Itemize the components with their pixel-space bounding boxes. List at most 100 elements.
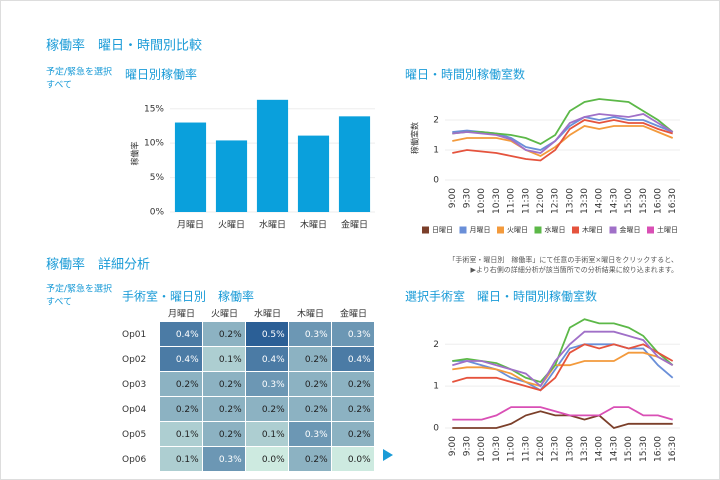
filter-value[interactable]: すべて [46,80,72,91]
x-tick-label: 12:00 [536,188,546,214]
heat-cell[interactable] [246,447,288,471]
heat-cell[interactable] [246,347,288,371]
heat-cell[interactable] [160,397,202,421]
x-tick-label: 15:30 [639,436,649,462]
heat-cell[interactable] [246,397,288,421]
cell-label: 0.2% [348,430,371,440]
heat-cell[interactable] [332,422,374,446]
heat-cell[interactable] [160,372,202,396]
cell-label: 0.2% [305,355,328,365]
x-tick-label: 10:00 [477,188,487,214]
x-tick-label: 12:30 [551,436,561,462]
x-tick-label: 14:30 [609,188,619,214]
cell-label: 0.2% [176,405,199,415]
line [452,343,674,392]
heat-cell[interactable] [246,372,288,396]
x-tick-label: 16:00 [653,436,663,462]
heat-cell[interactable] [289,447,331,471]
line [452,98,674,146]
heat-cell[interactable] [246,422,288,446]
row-label: Op06 [122,455,147,465]
column-header: 火曜日 [211,309,238,320]
filter-label: 予定/緊急を選択 [46,283,112,295]
x-tick-label: 11:00 [507,436,517,462]
filter-value[interactable]: すべて [46,297,72,308]
cell-label: 0.0% [262,455,285,465]
section-title: 稼働率 詳細分析 [46,257,150,273]
line [452,410,673,429]
x-tick-label: 15:30 [639,188,649,214]
cell-label: 0.1% [219,355,242,365]
cell-label: 0.2% [305,455,328,465]
heat-cell[interactable] [289,347,331,371]
row-label: Op05 [122,430,146,440]
line [452,330,674,388]
cell-label: 0.2% [305,405,328,415]
legend-label: 木曜日 [582,225,603,234]
x-tick-label: 11:30 [521,436,531,462]
row-label: Op01 [122,330,146,340]
cell-label: 0.3% [305,330,328,340]
x-tick-label: 16:00 [653,188,663,214]
y-axis-label: 稼働率 [130,142,140,166]
cell-label: 0.3% [262,380,285,390]
heat-cell[interactable] [203,322,245,346]
heat-cell[interactable] [160,347,202,371]
bar [256,99,289,212]
x-tick-label: 15:00 [624,188,634,214]
chart-title: 曜日・時間別稼働室数 [405,67,525,82]
column-header: 水曜日 [254,308,281,320]
cell-label: 0.2% [262,405,285,415]
heat-cell[interactable] [246,322,288,346]
x-tick-label: 9:30 [463,436,473,456]
heat-cell[interactable] [160,422,202,446]
x-tick-label: 金曜日 [341,219,368,231]
heat-cell[interactable] [289,322,331,346]
heat-cell[interactable] [160,322,202,346]
heat-cell[interactable] [203,422,245,446]
heat-cell[interactable] [332,347,374,371]
column-header: 金曜日 [340,308,367,320]
x-tick-label: 火曜日 [218,220,245,231]
x-tick-label: 11:00 [507,188,517,214]
heat-cell[interactable] [332,447,374,471]
cell-label: 0.5% [262,330,285,340]
heat-cell[interactable] [289,372,331,396]
bar [215,140,248,212]
line [452,343,674,392]
note: ▶より右側の詳細分析が該当箇所での分析結果に絞り込まれます。 [470,265,678,274]
heat-cell[interactable] [332,397,374,421]
heat-cell[interactable] [203,447,245,471]
cell-label: 0.2% [219,430,242,440]
heat-cell[interactable] [289,397,331,421]
line [452,113,674,154]
heat-cell[interactable] [289,422,331,446]
x-tick-label: 11:30 [521,188,531,214]
heat-cell[interactable] [203,397,245,421]
cell-label: 0.2% [219,380,242,390]
x-tick-label: 13:00 [565,436,575,462]
arrow-icon[interactable] [383,449,393,461]
heat-cell[interactable] [160,447,202,471]
x-tick-label: 16:30 [668,188,678,214]
x-tick-label: 9:00 [448,436,458,456]
y-tick-label: 15% [144,104,164,114]
legend-label: 金曜日 [620,225,641,234]
y-tick-label: 1 [433,146,439,156]
cell-label: 0.4% [176,355,199,365]
filter-label: 予定/緊急を選択 [46,66,112,78]
legend-label: 日曜日 [432,226,453,234]
heat-cell[interactable] [332,322,374,346]
cell-label: 0.4% [262,355,285,365]
cell-label: 0.4% [176,330,199,340]
heat-cell[interactable] [203,347,245,371]
y-tick-label: 0% [150,208,165,218]
column-header: 月曜日 [168,309,195,320]
cell-label: 0.1% [176,430,199,440]
heat-cell[interactable] [332,372,374,396]
line [452,406,673,421]
cell-label: 0.1% [262,430,285,440]
legend-label: 土曜日 [657,225,678,234]
heat-cell[interactable] [203,372,245,396]
